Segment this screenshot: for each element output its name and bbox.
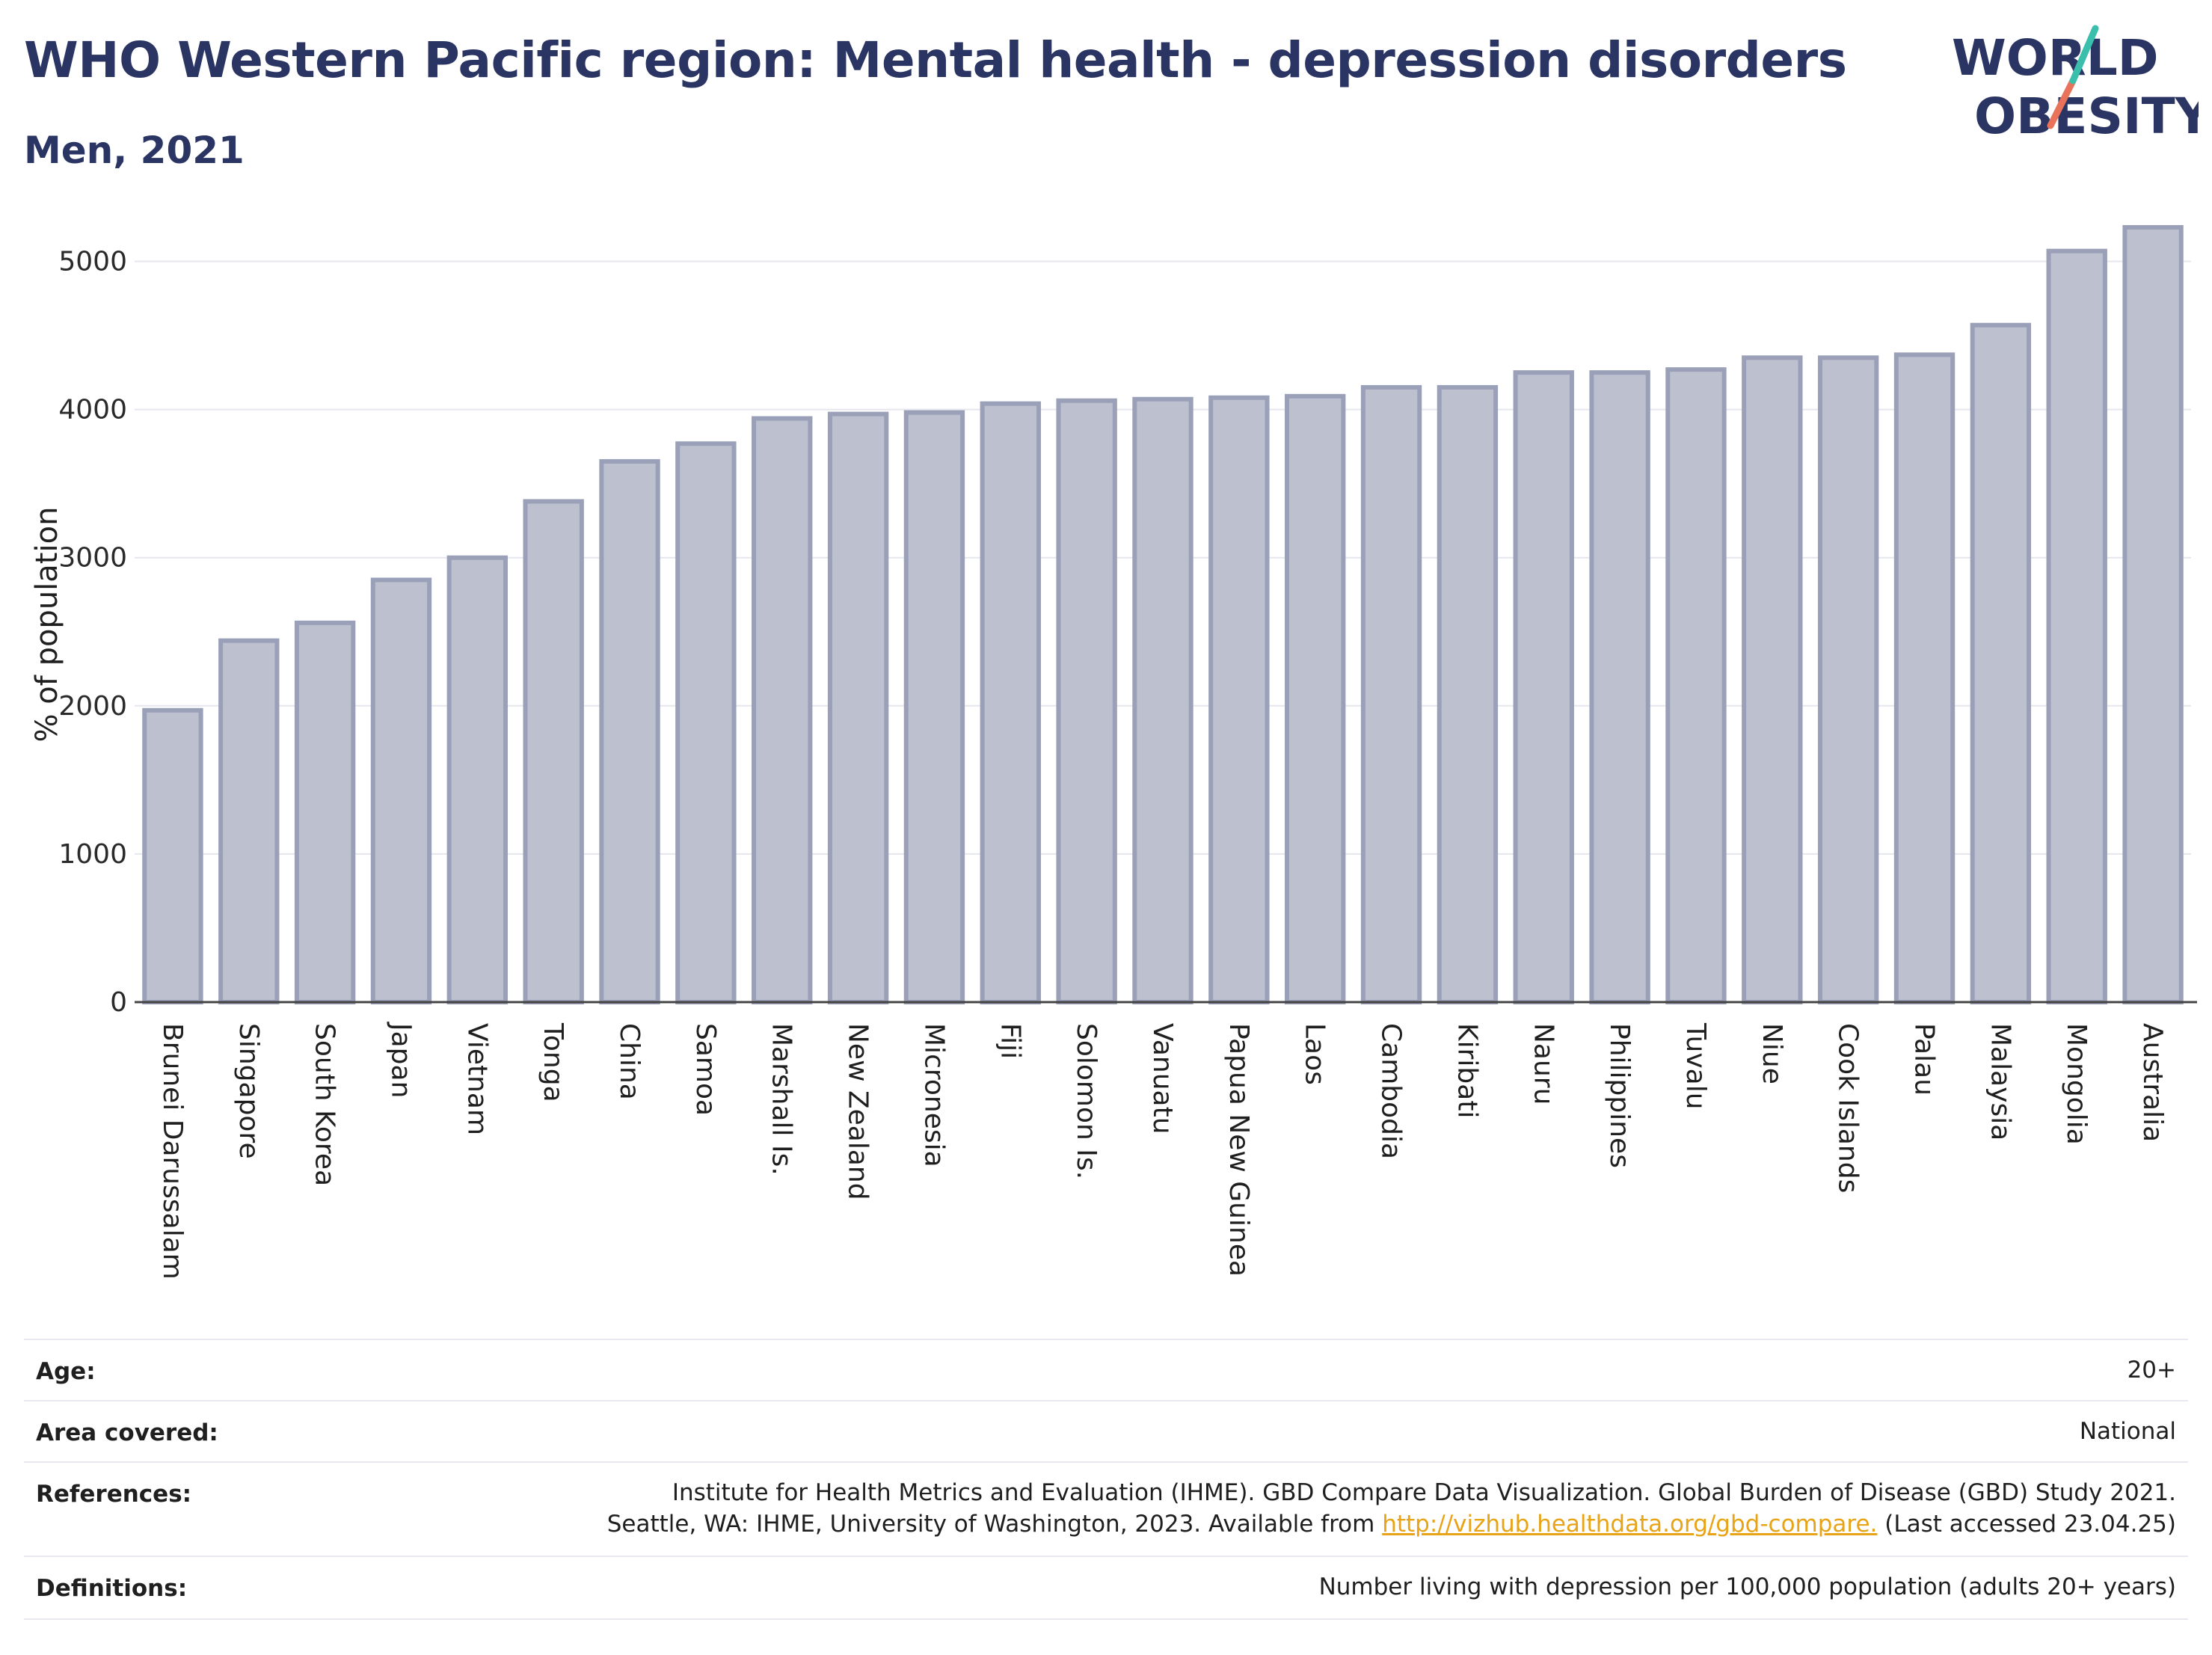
x-tick-label: Singapore: [233, 1023, 264, 1159]
x-tick-label: Niue: [1757, 1023, 1787, 1084]
chart-title: WHO Western Pacific region: Mental healt…: [24, 31, 1847, 89]
y-tick-label: 5000: [58, 247, 127, 277]
x-tick-label: China: [614, 1023, 645, 1100]
meta-value-references-line1: Institute for Health Metrics and Evaluat…: [672, 1479, 2176, 1506]
bar: [2122, 224, 2184, 1004]
references-link[interactable]: http://vizhub.healthdata.org/gbd-compare…: [1382, 1511, 1878, 1538]
bar: [1056, 398, 1117, 1004]
bar: [142, 707, 203, 1004]
x-tick-label: Kiribati: [1451, 1023, 1482, 1118]
x-tick-label: New Zealand: [843, 1023, 873, 1200]
x-tick-label: Vietnam: [461, 1023, 492, 1135]
bar: [1970, 322, 2032, 1004]
x-tick-label: Nauru: [1528, 1023, 1558, 1105]
y-axis-label: % of population: [30, 507, 64, 743]
bar: [599, 458, 660, 1004]
x-tick-label: Fiji: [995, 1023, 1025, 1059]
x-tick-label: South Korea: [310, 1023, 340, 1186]
x-tick-label: Mongolia: [2061, 1023, 2092, 1145]
y-tick-label: 2000: [58, 691, 127, 722]
bar: [1665, 367, 1727, 1004]
meta-value-definitions: Number living with depression per 100,00…: [1318, 1573, 2176, 1600]
bar: [980, 401, 1041, 1004]
bar: [1437, 384, 1499, 1004]
bar: [1208, 395, 1270, 1004]
x-tick-label: Cambodia: [1376, 1023, 1407, 1159]
x-tick-label: Malaysia: [1985, 1023, 2015, 1140]
meta-row-age: Age: 20+: [24, 1339, 2188, 1401]
meta-value-references-line2: Seattle, WA: IHME, University of Washing…: [607, 1508, 2176, 1541]
meta-row-area: Area covered: National: [24, 1400, 2188, 1463]
meta-label-definitions: Definitions:: [36, 1575, 188, 1602]
bar: [1817, 355, 1879, 1004]
bar: [446, 555, 509, 1004]
bar: [903, 410, 965, 1004]
bar-chart: 0 1000 2000 3000 4000 5000 Brunei Darussalam Si…: [30, 224, 2197, 1280]
x-tick-label: Palau: [1909, 1023, 1940, 1096]
y-tick-label: 4000: [58, 395, 127, 426]
meta-label-references: References:: [36, 1481, 192, 1508]
bar: [1360, 384, 1422, 1004]
x-tick-label: Australia: [2137, 1023, 2168, 1142]
references-line2-prefix: Seattle, WA: IHME, University of Washing…: [606, 1511, 1383, 1538]
meta-value-age: 20+: [2127, 1357, 2176, 1384]
bar: [827, 411, 889, 1004]
logo-line1: WORLD: [1952, 29, 2159, 87]
y-tick-label: 1000: [58, 839, 127, 870]
bar: [1742, 355, 1803, 1004]
meta-row-references: References: Institute for Health Metrics…: [24, 1461, 2188, 1557]
meta-label-age: Age:: [36, 1358, 96, 1385]
x-tick-label: Marshall Is.: [766, 1023, 797, 1176]
y-tick-label: 0: [110, 987, 127, 1018]
x-tick-label: Brunei Darussalam: [157, 1023, 188, 1280]
x-tick-label: Japan: [385, 1022, 416, 1098]
x-tick-label: Papua New Guinea: [1223, 1023, 1254, 1277]
x-tick-label: Philippines: [1604, 1023, 1635, 1168]
metadata-table: Age: 20+ Area covered: National Referenc…: [24, 1339, 2188, 1623]
x-tick-label: Cook Islands: [1833, 1023, 1864, 1193]
x-tick-label: Tuvalu: [1680, 1022, 1711, 1110]
x-tick-label: Samoa: [690, 1023, 721, 1116]
x-tick-label: Micronesia: [918, 1023, 949, 1167]
bar: [1285, 393, 1346, 1004]
references-line2-suffix: (Last accessed 23.04.25): [1877, 1511, 2176, 1538]
bar: [1893, 352, 1956, 1005]
meta-label-area: Area covered:: [36, 1419, 218, 1446]
y-tick-label: 3000: [58, 543, 127, 574]
chart-subtitle: Men, 2021: [24, 129, 245, 172]
meta-row-definitions: Definitions: Number living with depressi…: [24, 1556, 2188, 1620]
bar: [370, 577, 432, 1004]
x-tick-label: Solomon Is.: [1071, 1023, 1102, 1179]
x-tick-label: Vanuatu: [1147, 1023, 1178, 1134]
world-obesity-logo: WORLD OBESITY: [1952, 25, 2199, 145]
meta-value-area: National: [2079, 1418, 2176, 1445]
logo-line2: OBESITY: [1974, 87, 2199, 145]
bar: [294, 620, 356, 1005]
bar: [2046, 248, 2107, 1004]
bar: [218, 638, 280, 1005]
x-tick-label: Laos: [1300, 1023, 1330, 1085]
bar: [752, 416, 813, 1004]
bar: [523, 499, 584, 1004]
bar: [1132, 396, 1193, 1004]
bar: [675, 441, 737, 1004]
bar: [1589, 370, 1650, 1005]
x-tick-label: Tonga: [538, 1022, 568, 1102]
bar: [1513, 370, 1574, 1005]
